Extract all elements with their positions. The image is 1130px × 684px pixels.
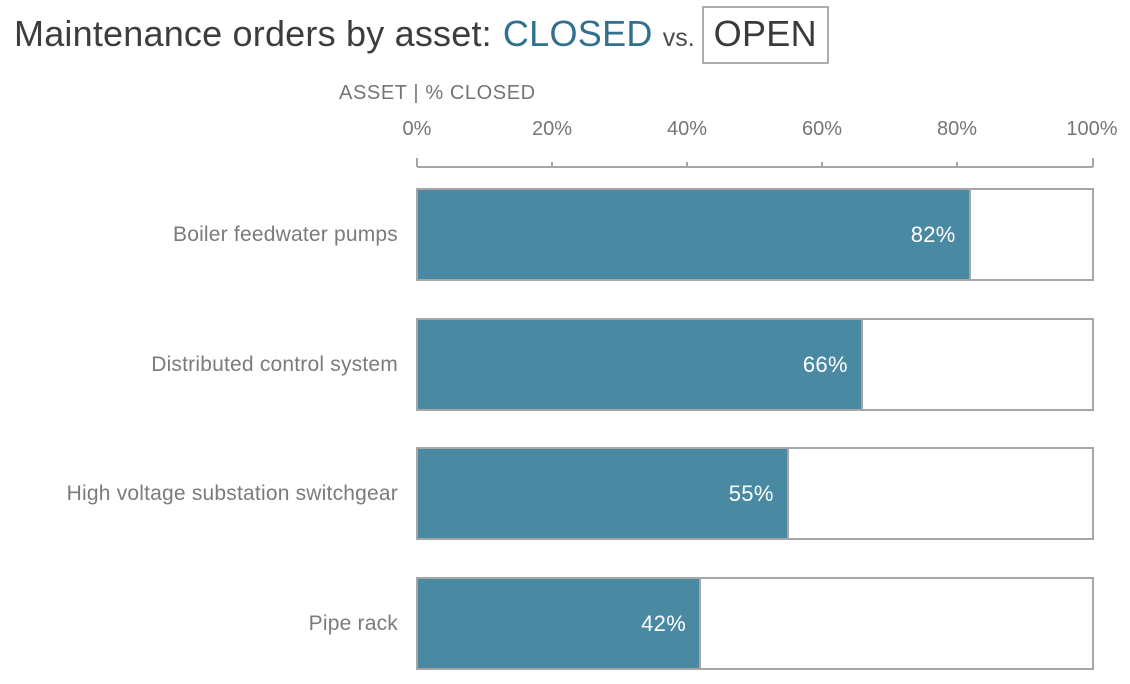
x-axis-tick-label: 40% bbox=[666, 118, 708, 140]
bar-value-label: 55% bbox=[728, 480, 774, 506]
bar-row: Boiler feedwater pumps 82% bbox=[0, 188, 1130, 281]
bar-track-open: 55% bbox=[416, 447, 1094, 540]
bar-row: Pipe rack 42% bbox=[0, 577, 1130, 670]
bar-category-label: High voltage substation switchgear bbox=[66, 481, 398, 505]
bar-track-open: 42% bbox=[416, 577, 1094, 670]
x-axis-tick-label: 80% bbox=[936, 118, 978, 140]
x-axis-tick-label: 0% bbox=[402, 118, 432, 140]
bar-value-label: 42% bbox=[641, 610, 687, 636]
bar-value-label: 66% bbox=[802, 351, 848, 377]
title-closed-legend: CLOSED bbox=[502, 13, 653, 54]
x-axis-tick-label: 60% bbox=[801, 118, 843, 140]
bar-category-label: Boiler feedwater pumps bbox=[172, 222, 398, 246]
bar-fill-closed: 82% bbox=[418, 190, 971, 279]
bar-value-label: 82% bbox=[910, 221, 956, 247]
bar-fill-closed: 42% bbox=[418, 579, 702, 668]
x-axis-tick-label: 100% bbox=[1066, 118, 1118, 140]
bar-row: Distributed control system 66% bbox=[0, 318, 1130, 411]
bar-row: High voltage substation switchgear 55% bbox=[0, 447, 1130, 540]
bar-category-label: Pipe rack bbox=[308, 611, 398, 635]
x-axis-tick-label: 20% bbox=[531, 118, 573, 140]
bar-fill-closed: 55% bbox=[418, 449, 789, 538]
x-axis-line bbox=[416, 158, 1094, 168]
title-vs-text: vs. bbox=[662, 24, 695, 52]
bar-track-open: 66% bbox=[416, 318, 1094, 411]
bar-category-label: Distributed control system bbox=[151, 352, 398, 376]
chart-title: Maintenance orders by asset: CLOSED vs. … bbox=[14, 6, 829, 64]
bar-fill-closed: 66% bbox=[418, 320, 863, 409]
bar-track-open: 82% bbox=[416, 188, 1094, 281]
title-open-legend: OPEN bbox=[701, 6, 829, 64]
axis-header-label: ASSET | % CLOSED bbox=[339, 82, 536, 104]
title-prefix: Maintenance orders by asset: bbox=[14, 13, 492, 54]
